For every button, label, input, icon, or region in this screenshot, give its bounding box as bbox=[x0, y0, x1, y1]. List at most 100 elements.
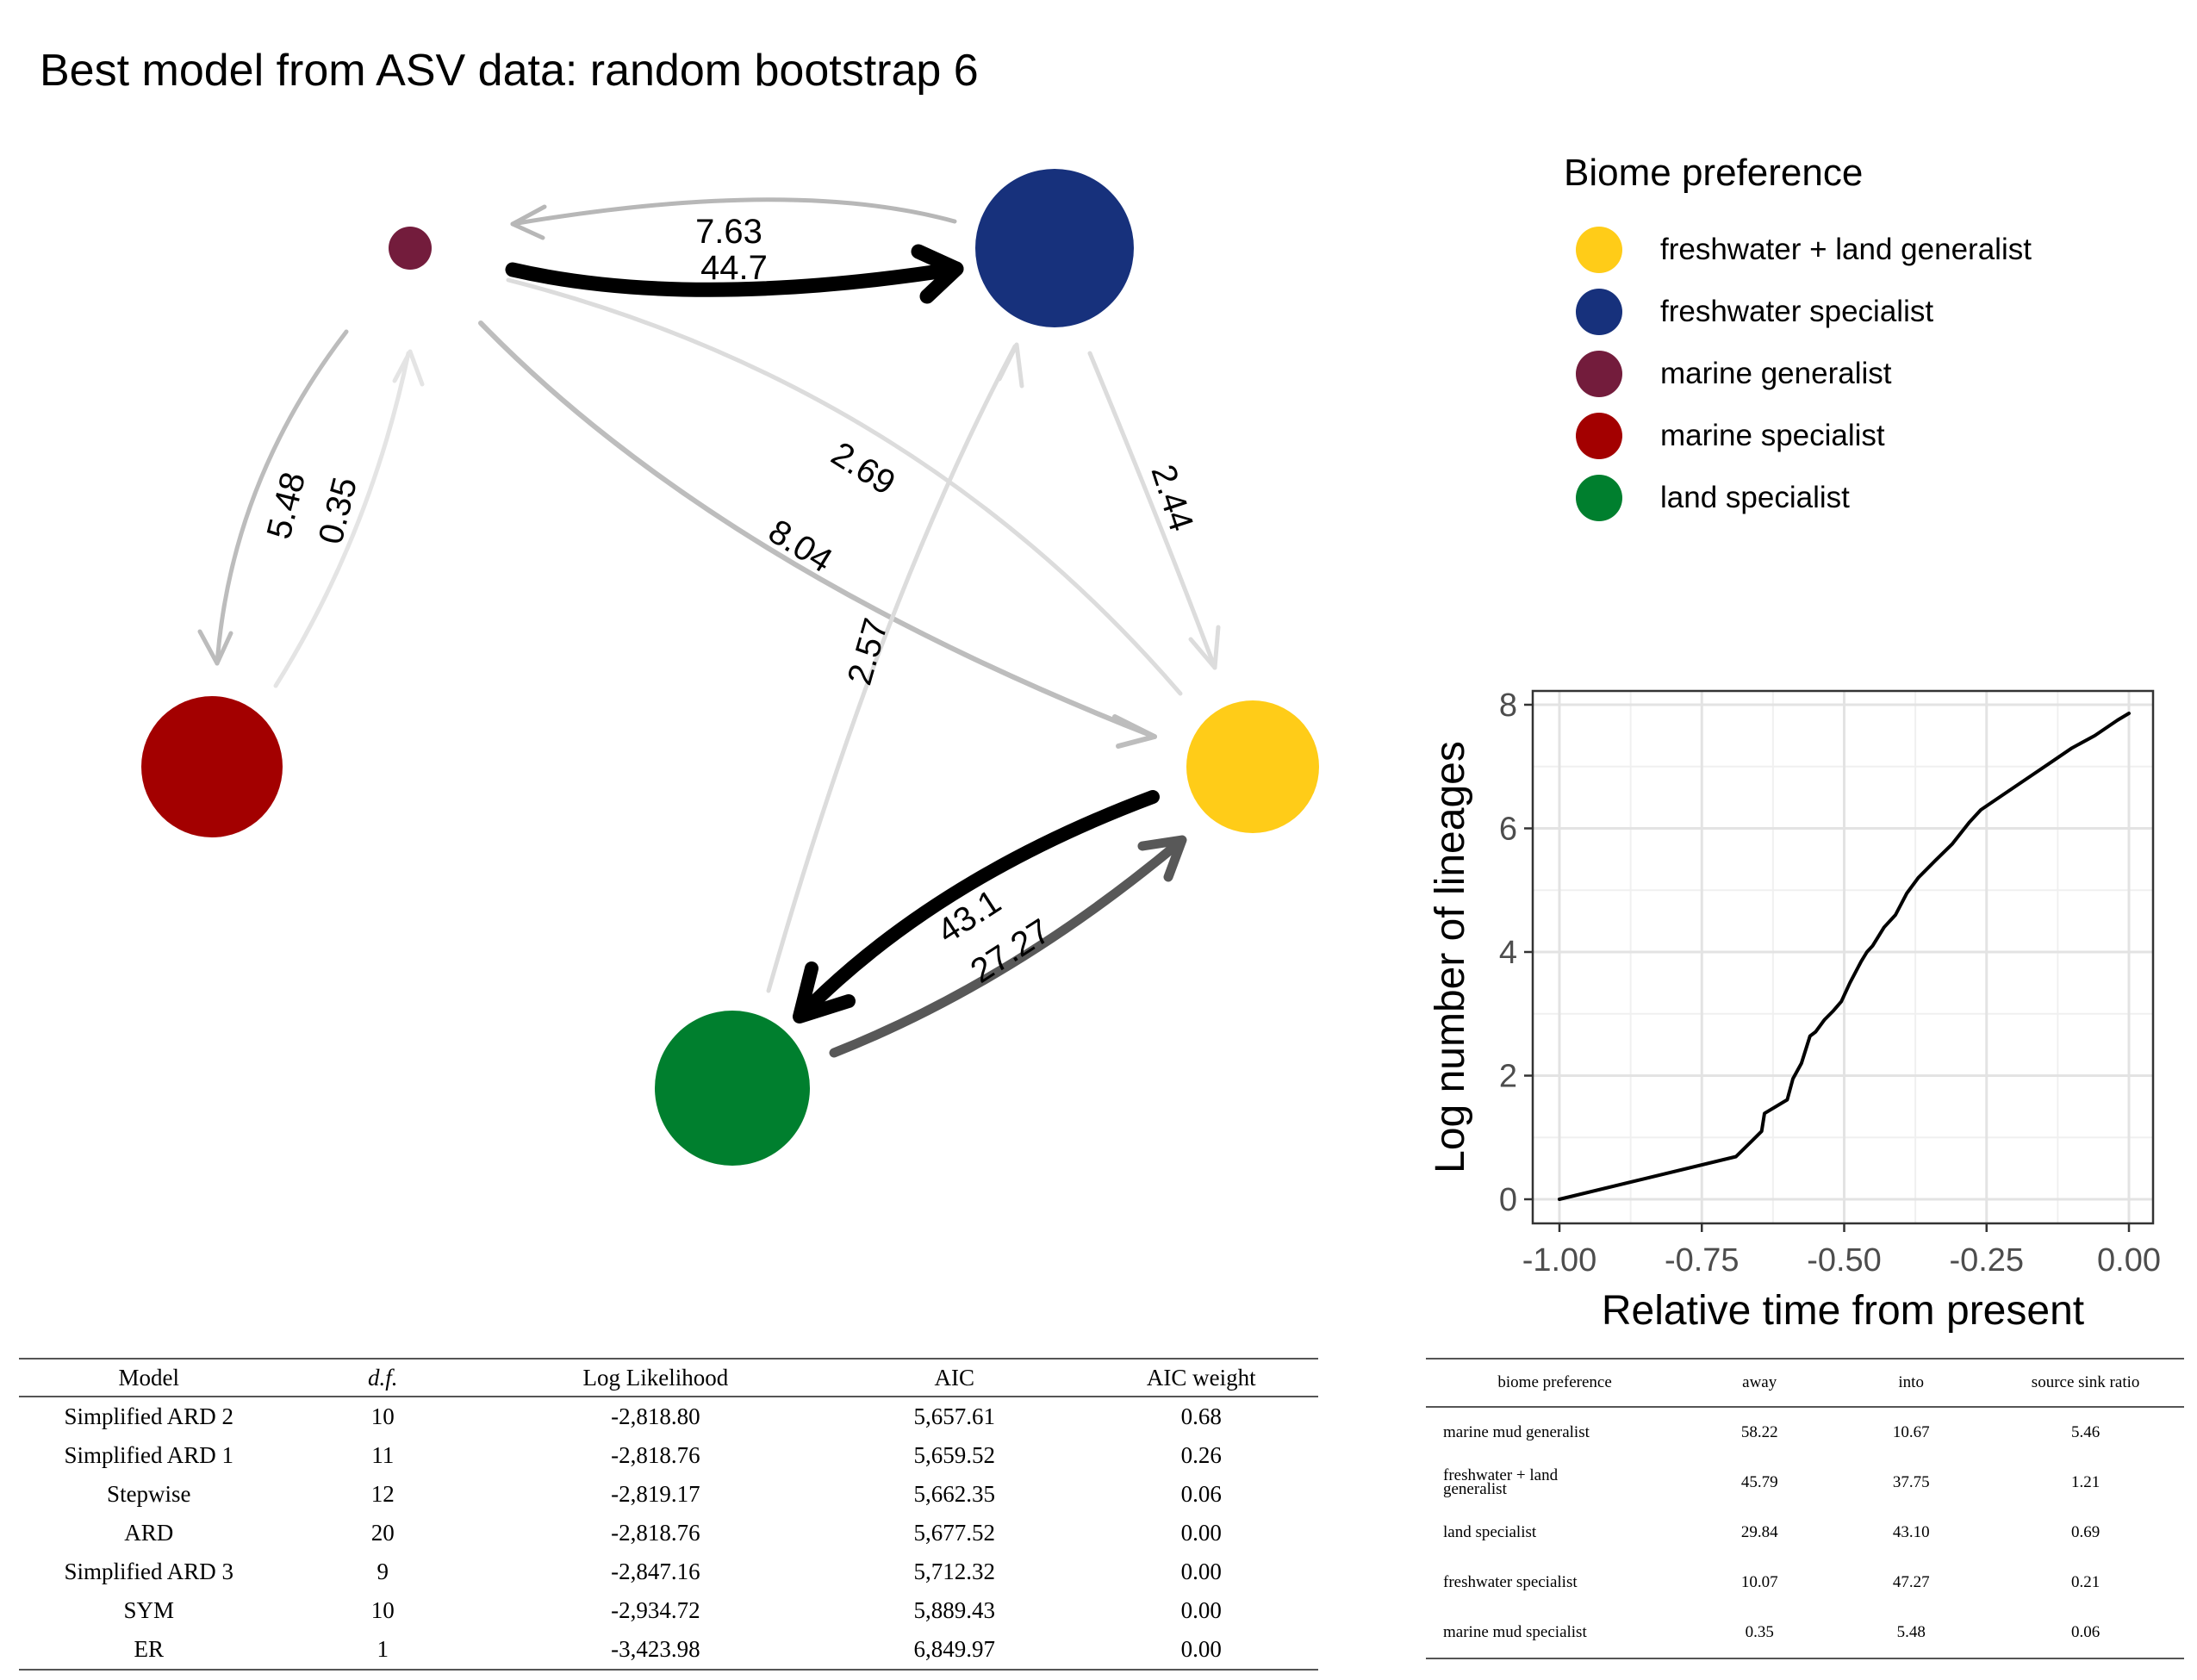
header-biome-preference: biome preference bbox=[1426, 1358, 1684, 1408]
cell-df: 1 bbox=[278, 1630, 487, 1671]
cell-away: 0.35 bbox=[1684, 1608, 1836, 1659]
arrowhead-fs-to-mg bbox=[510, 204, 547, 240]
cell-model: Stepwise bbox=[107, 1481, 191, 1507]
cell-aic: 5,712.32 bbox=[913, 1559, 995, 1584]
table-row: land specialist 29.84 43.10 0.69 bbox=[1426, 1508, 2184, 1558]
cell-df: 12 bbox=[370, 1481, 395, 1507]
edge-mg-to-fl bbox=[478, 320, 1157, 739]
cell-log-likelihood: -2,847.16 bbox=[611, 1559, 700, 1584]
table-header-row: biome preference away into source sink r… bbox=[1426, 1358, 2184, 1408]
cell-biome: freshwater + land generalist bbox=[1426, 1458, 1684, 1508]
x-tick-label: -0.50 bbox=[1807, 1242, 1882, 1279]
arrowhead-fl-to-ls bbox=[793, 961, 856, 1024]
cell-into: 5.48 bbox=[1835, 1608, 1988, 1659]
edge-mg-to-ms bbox=[215, 329, 349, 666]
edge-label-mg-to-fs: 44.7 bbox=[700, 249, 768, 287]
legend-swatch bbox=[1576, 227, 1622, 273]
page-title: Best model from ASV data: random bootstr… bbox=[40, 46, 979, 96]
cell-log-likelihood: -2,818.80 bbox=[611, 1403, 700, 1429]
edge-ls-to-fl bbox=[829, 837, 1186, 1058]
cell-model: Simplified ARD 2 bbox=[64, 1403, 234, 1429]
legend-title: Biome preference bbox=[1564, 152, 1864, 194]
x-tick-label: -0.25 bbox=[1949, 1242, 2024, 1279]
node-freshwater-land-generalist bbox=[1186, 700, 1319, 833]
cell-aic: 5,662.35 bbox=[913, 1481, 995, 1507]
cell-away: 58.22 bbox=[1740, 1423, 1778, 1441]
arrowhead-ls-to-fl bbox=[1137, 835, 1187, 882]
x-axis-label: Relative time from present bbox=[1602, 1288, 2084, 1334]
header-into: into bbox=[1835, 1358, 1988, 1408]
edge-mg-to-fs bbox=[505, 261, 964, 297]
cell-aic-weight: 0.68 bbox=[1180, 1403, 1222, 1429]
legend-item-freshwater-specialist: freshwater specialist bbox=[1564, 281, 2032, 343]
arrowhead-ms-to-mg bbox=[392, 349, 425, 387]
table-row: freshwater + land generalist 45.79 37.75 1.… bbox=[1426, 1458, 2184, 1508]
cell-into: 37.75 bbox=[1892, 1473, 1930, 1491]
cell-aic: 5,889.43 bbox=[913, 1597, 995, 1623]
cell-log-likelihood: -2,818.76 bbox=[611, 1520, 700, 1546]
y-tick-label: 0 bbox=[1499, 1182, 1517, 1218]
cell-ratio: 5.46 bbox=[2070, 1423, 2101, 1441]
source-sink-table: biome preference away into source sink r… bbox=[1426, 1358, 2184, 1659]
edge-ms-to-mg bbox=[273, 351, 411, 688]
cell-away: 29.84 bbox=[1740, 1523, 1778, 1541]
table-row: Simplified ARD 1 11 -2,818.76 5,659.52 0.26 bbox=[19, 1436, 1318, 1475]
table-row: ARD 20 -2,818.76 5,677.52 0.00 bbox=[19, 1514, 1318, 1552]
edge-fl-to-ls bbox=[794, 790, 1160, 1022]
cell-aic: 6,849.97 bbox=[824, 1630, 1085, 1671]
cell-model: SYM bbox=[123, 1597, 175, 1623]
cell-df: 9 bbox=[377, 1559, 389, 1584]
cell-aic-weight: 0.00 bbox=[1180, 1559, 1222, 1584]
y-tick-label: 8 bbox=[1499, 688, 1517, 724]
y-tick-label: 4 bbox=[1499, 935, 1517, 971]
chart-grid-major bbox=[1533, 691, 2153, 1223]
cell-aic-weight: 0.26 bbox=[1180, 1442, 1222, 1468]
cell-model: Simplified ARD 1 bbox=[64, 1442, 234, 1468]
legend-item-land-specialist: land specialist bbox=[1564, 467, 2032, 529]
header-aic: AIC bbox=[824, 1358, 1085, 1397]
legend-label: land specialist bbox=[1660, 481, 1850, 514]
table-row: Simplified ARD 2 10 -2,818.80 5,657.61 0.68 bbox=[19, 1397, 1318, 1436]
lineage-curve bbox=[1558, 712, 2131, 1201]
legend-label: marine generalist bbox=[1660, 357, 1892, 390]
cell-ratio: 0.69 bbox=[2070, 1523, 2101, 1541]
header-df: d.f. bbox=[278, 1358, 487, 1397]
edge-label-mg-to-ms: 5.48 bbox=[260, 469, 314, 543]
legend-label: freshwater specialist bbox=[1660, 295, 1934, 328]
cell-log-likelihood: -2,819.17 bbox=[611, 1481, 700, 1507]
y-tick-label: 6 bbox=[1499, 812, 1517, 848]
table-row: Stepwise 12 -2,819.17 5,662.35 0.06 bbox=[19, 1475, 1318, 1514]
arrowhead-mg-to-fl bbox=[1112, 714, 1157, 749]
arrowhead-mg-to-fs bbox=[911, 244, 964, 304]
cell-biome: freshwater specialist bbox=[1443, 1573, 1578, 1591]
lineages-chart: -1.00 -0.75 -0.50 -0.25 0.00 0 2 4 6 8 Relative t… bbox=[1430, 688, 2161, 1334]
cell-model: Simplified ARD 3 bbox=[64, 1559, 234, 1584]
edge-fs-to-mg bbox=[510, 197, 957, 227]
header-model: Model bbox=[19, 1358, 279, 1397]
cell-log-likelihood: -2,934.72 bbox=[611, 1597, 700, 1623]
cell-df: 10 bbox=[370, 1597, 395, 1623]
cell-model: ER bbox=[19, 1630, 279, 1671]
x-tick-label: 0.00 bbox=[2097, 1242, 2161, 1279]
edge-ls-to-fs bbox=[766, 344, 1018, 993]
legend-swatch bbox=[1576, 413, 1622, 459]
cell-aic-weight: 0.00 bbox=[1084, 1630, 1318, 1671]
table-row: marine mud specialist 0.35 5.48 0.06 bbox=[1426, 1608, 2184, 1659]
legend-swatch bbox=[1576, 475, 1622, 521]
cell-ratio: 0.06 bbox=[1987, 1608, 2184, 1659]
header-aic-weight: AIC weight bbox=[1084, 1358, 1318, 1397]
edge-fs-to-fl bbox=[1087, 351, 1217, 670]
cell-log-likelihood: -3,423.98 bbox=[486, 1630, 825, 1671]
legend-label: marine specialist bbox=[1660, 419, 1885, 452]
arrowhead-fs-to-fl bbox=[1188, 625, 1221, 670]
cell-biome-text: freshwater + land generalist bbox=[1443, 1465, 1559, 1498]
node-freshwater-specialist bbox=[975, 169, 1134, 327]
chart-ticks: -1.00 -0.75 -0.50 -0.25 0.00 0 2 4 6 8 bbox=[1499, 688, 2161, 1279]
legend-swatch bbox=[1576, 351, 1622, 397]
cell-into: 10.67 bbox=[1892, 1423, 1930, 1441]
cell-df: 10 bbox=[370, 1403, 395, 1429]
cell-aic: 5,657.61 bbox=[913, 1403, 995, 1429]
header-source-sink-ratio: source sink ratio bbox=[1987, 1358, 2184, 1408]
cell-df: 11 bbox=[371, 1442, 395, 1468]
x-tick-label: -0.75 bbox=[1665, 1242, 1740, 1279]
